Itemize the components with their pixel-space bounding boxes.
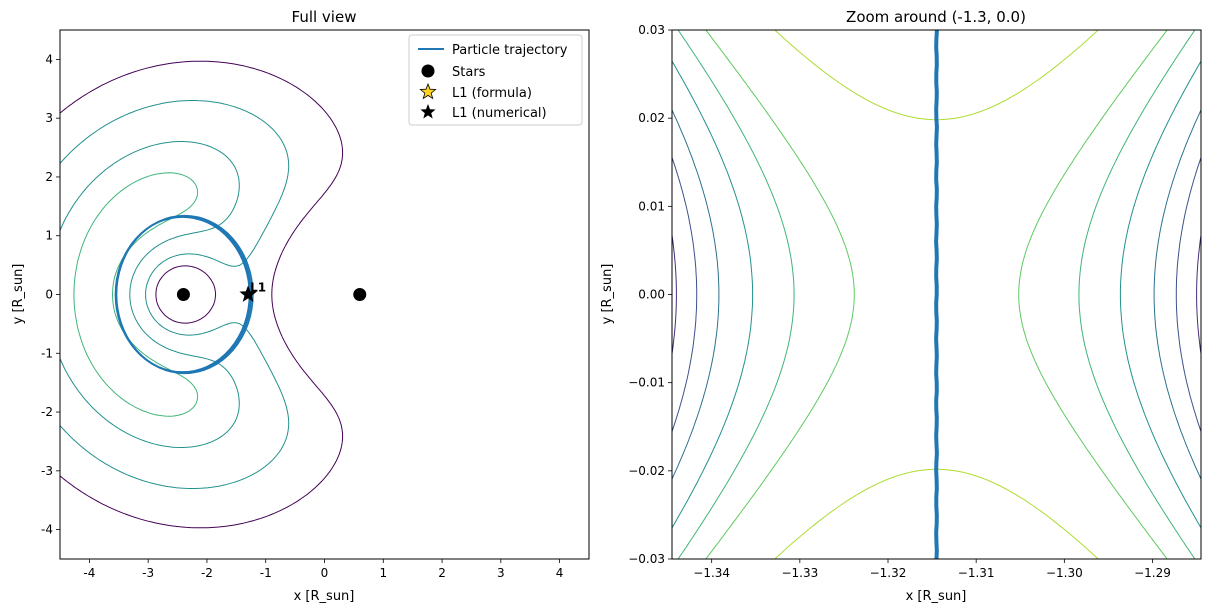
zoom-contours xyxy=(672,30,1201,559)
x-ticks-zoom: −1.34 −1.33 −1.32 −1.31 −1.30 −1.29 xyxy=(693,559,1171,580)
contour-line xyxy=(672,60,1201,529)
x-tick-label: −1.34 xyxy=(693,566,730,580)
x-tick-label: −1.29 xyxy=(1134,566,1171,580)
contour-line xyxy=(672,109,1201,480)
y-tick-label: 0.02 xyxy=(638,111,665,125)
chart-title: Full view xyxy=(292,8,357,26)
y-tick-label: 0.01 xyxy=(638,199,665,213)
x-tick-label: 0 xyxy=(321,566,329,580)
potential-contours xyxy=(60,60,344,529)
l1-annotation: L1 xyxy=(250,281,266,295)
y-axis-label-zoom: y [R_sun] xyxy=(600,264,615,325)
zoom-panel: Zoom around (-1.3, 0.0) −1.34 −1.33 −1.32−… xyxy=(600,8,1202,604)
legend-entry-l1-numerical: L1 (numerical) xyxy=(452,106,547,121)
l1-numerical-marker xyxy=(240,286,256,301)
legend-star-formula-swatch xyxy=(419,82,437,100)
star-marker-2 xyxy=(353,288,367,301)
y-tick-label: 0 xyxy=(45,288,53,302)
x-tick-label: −1.32 xyxy=(870,566,907,580)
x-tick-label: -4 xyxy=(83,566,95,580)
full-view-panel: Full view L1 -4 -3 -2 -1 0 1 2 3 4 -4 -3 -2 -1 0 1 2 3 4… xyxy=(11,8,590,604)
x-tick-label: 1 xyxy=(379,566,387,580)
y-tick-label: 3 xyxy=(45,111,53,125)
x-tick-label: -1 xyxy=(260,566,272,580)
y-tick-label: -1 xyxy=(41,346,53,360)
x-tick-label: −1.33 xyxy=(781,566,818,580)
legend-entry-trajectory: Particle trajectory xyxy=(452,43,568,58)
y-tick-label: 0.00 xyxy=(638,288,665,302)
contour-line xyxy=(60,141,240,448)
legend-box xyxy=(408,34,583,126)
x-tick-label: -3 xyxy=(142,566,154,580)
y-tick-label: 2 xyxy=(45,170,53,184)
legend: Particle trajectory Stars L1 (formula) L… xyxy=(408,34,583,126)
y-tick-label: 0.03 xyxy=(638,23,665,37)
legend-circle-swatch xyxy=(421,64,435,78)
x-tick-label: 4 xyxy=(556,566,564,580)
y-tick-label: -4 xyxy=(41,523,53,537)
star-marker-1 xyxy=(176,288,190,301)
y-ticks: -4 -3 -2 -1 0 1 2 3 4 xyxy=(41,52,60,537)
x-tick-label: 3 xyxy=(497,566,505,580)
contour-line xyxy=(73,172,199,417)
chart-title-zoom: Zoom around (-1.3, 0.0) xyxy=(846,8,1026,26)
x-tick-label: 2 xyxy=(438,566,446,580)
y-tick-label: 4 xyxy=(45,52,53,66)
contour-line xyxy=(705,30,1168,559)
x-tick-label: −1.30 xyxy=(1046,566,1083,580)
x-tick-label: -2 xyxy=(201,566,213,580)
y-tick-label: -3 xyxy=(41,464,53,478)
y-tick-label: −0.03 xyxy=(628,552,665,566)
y-ticks-zoom: −0.03 −0.02 −0.01 0.00 0.01 0.02 0.03 xyxy=(628,23,672,566)
legend-entry-stars: Stars xyxy=(452,65,486,80)
legend-star-numerical-swatch xyxy=(420,104,436,119)
y-tick-label: -2 xyxy=(41,405,53,419)
x-tick-label: −1.31 xyxy=(958,566,995,580)
x-axis-label: x [R_sun] xyxy=(294,589,355,604)
y-axis-label: y [R_sun] xyxy=(11,264,26,325)
y-tick-label: 1 xyxy=(45,229,53,243)
contour-line xyxy=(60,100,290,489)
zoom-trajectory xyxy=(934,30,939,559)
zoom-trajectory-path xyxy=(934,30,939,559)
markers: L1 xyxy=(176,281,367,302)
legend-entry-l1-formula: L1 (formula) xyxy=(452,86,532,101)
contour-line xyxy=(774,30,1099,559)
y-tick-label: −0.02 xyxy=(628,464,665,478)
x-axis-label-zoom: x [R_sun] xyxy=(906,589,967,604)
contour-line xyxy=(60,60,344,529)
y-tick-label: −0.01 xyxy=(628,376,665,390)
x-ticks: -4 -3 -2 -1 0 1 2 3 4 xyxy=(83,559,563,580)
contour-line xyxy=(677,30,1196,559)
